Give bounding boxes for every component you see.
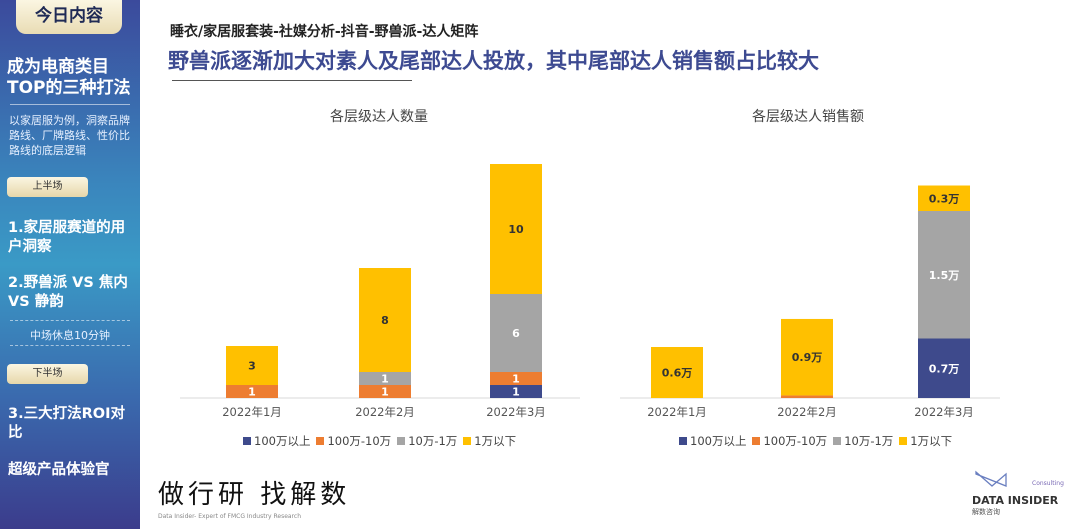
bar-segment (226, 385, 278, 398)
break-label: 中场休息10分钟 (30, 329, 110, 342)
bar-segment (490, 372, 542, 385)
data-insider-logo: Consulting DATA INSIDER 解数咨询 (972, 470, 1064, 517)
data-label: 0.6万 (662, 367, 693, 380)
legend-swatch (463, 437, 472, 445)
legend-entry: 1万以下 (910, 434, 953, 448)
x-tick-label: 2022年2月 (355, 405, 415, 419)
brand-slogan-en: Data Insider- Expert of FMCG Industry Re… (158, 513, 301, 520)
data-label: 10 (508, 223, 524, 236)
data-label: 1 (512, 373, 520, 386)
divider (10, 104, 130, 105)
legend-swatch (752, 437, 761, 445)
x-tick-label: 2022年2月 (777, 405, 837, 419)
data-label: 0.3万 (929, 192, 960, 205)
logo-cn: 解数咨询 (972, 508, 1000, 516)
legend-count: 100万以上 100万-10万 10万-1万 1万以下 (237, 433, 516, 449)
sidebar-title: 成为电商类目TOP的三种打法 (7, 57, 131, 98)
legend-entry: 10万-1万 (408, 434, 458, 448)
bar-segment (359, 385, 411, 398)
second-half-badge: 下半场 (7, 364, 88, 384)
logo-mark-icon (975, 470, 1007, 487)
bar-segment (781, 395, 833, 398)
legend-entry: 100万以上 (690, 434, 747, 448)
data-label: 1 (248, 386, 256, 399)
bar-segment (490, 294, 542, 372)
bar-segment (226, 346, 278, 385)
chart-title-sales: 各层级达人销售额 (752, 109, 864, 125)
divider (10, 320, 130, 321)
first-half-badge: 上半场 (7, 177, 88, 197)
agenda-item-2[interactable]: 2.野兽派 VS 焦内 VS 静韵 (8, 275, 128, 310)
logo-name: DATA INSIDER (972, 494, 1059, 507)
legend-swatch (316, 437, 325, 445)
bar-segment (918, 338, 970, 398)
divider (10, 345, 130, 346)
logo-tag: Consulting (1032, 480, 1064, 487)
data-label: 8 (381, 314, 389, 327)
data-label: 0.7万 (929, 362, 960, 375)
legend-swatch (243, 437, 251, 445)
bar-segment (359, 372, 411, 385)
brand-slogan: 做行研 找解数 Data Insider- Expert of FMCG Ind… (158, 474, 350, 520)
chart-title-count: 各层级达人数量 (330, 109, 428, 125)
breadcrumb-subtitle: 睡衣/家居服套装-社媒分析-抖音-野兽派-达人矩阵 (170, 24, 479, 40)
data-label: 1 (381, 386, 389, 399)
legend-entry: 100万-10万 (763, 434, 828, 448)
brand-slogan-cn: 做行研 找解数 (158, 480, 351, 510)
legend-swatch (833, 437, 842, 445)
sidebar-header: 今日内容 (16, 0, 122, 34)
data-label: 1 (381, 373, 389, 386)
data-label: 3 (248, 360, 256, 373)
legend-entry: 10万-1万 (844, 434, 894, 448)
bar-segment (490, 164, 542, 294)
legend-entry: 100万-10万 (327, 434, 392, 448)
legend-entry: 100万以上 (254, 434, 311, 448)
sidebar: 今日内容 成为电商类目TOP的三种打法 以家居服为例，洞察品牌路线、厂牌路线、性… (0, 0, 140, 529)
data-label: 0.9万 (792, 351, 823, 364)
legend-sales: 100万以上 100万-10万 10万-1万 1万以下 (673, 433, 952, 449)
agenda-item-4[interactable]: 超级产品体验官 (8, 462, 110, 478)
legend-swatch (899, 437, 908, 445)
sidebar-description: 以家居服为例，洞察品牌路线、厂牌路线、性价比路线的底层逻辑 (9, 114, 130, 157)
data-label: 6 (512, 327, 520, 340)
x-tick-label: 2022年3月 (486, 405, 546, 419)
agenda-item-3[interactable]: 3.三大打法ROI对比 (8, 406, 125, 441)
bar-segment (490, 385, 542, 398)
legend-swatch (397, 437, 406, 445)
x-tick-label: 2022年1月 (647, 405, 707, 419)
bar-segment (918, 185, 970, 211)
bar-segment (918, 211, 970, 339)
agenda-item-1[interactable]: 1.家居服赛道的用户洞察 (8, 220, 126, 255)
legend-entry: 1万以下 (474, 434, 517, 448)
legend-swatch (679, 437, 687, 445)
bar-segment (651, 347, 703, 398)
bar-segment (359, 268, 411, 372)
page-title: 野兽派逐渐加大对素人及尾部达人投放，其中尾部达人销售额占比较大 (168, 49, 819, 73)
bar-segment (781, 318, 833, 396)
title-underline (172, 80, 412, 81)
x-tick-label: 2022年1月 (222, 405, 282, 419)
data-label: 1.5万 (929, 269, 960, 282)
data-label: 1 (512, 386, 520, 399)
x-tick-label: 2022年3月 (914, 405, 974, 419)
